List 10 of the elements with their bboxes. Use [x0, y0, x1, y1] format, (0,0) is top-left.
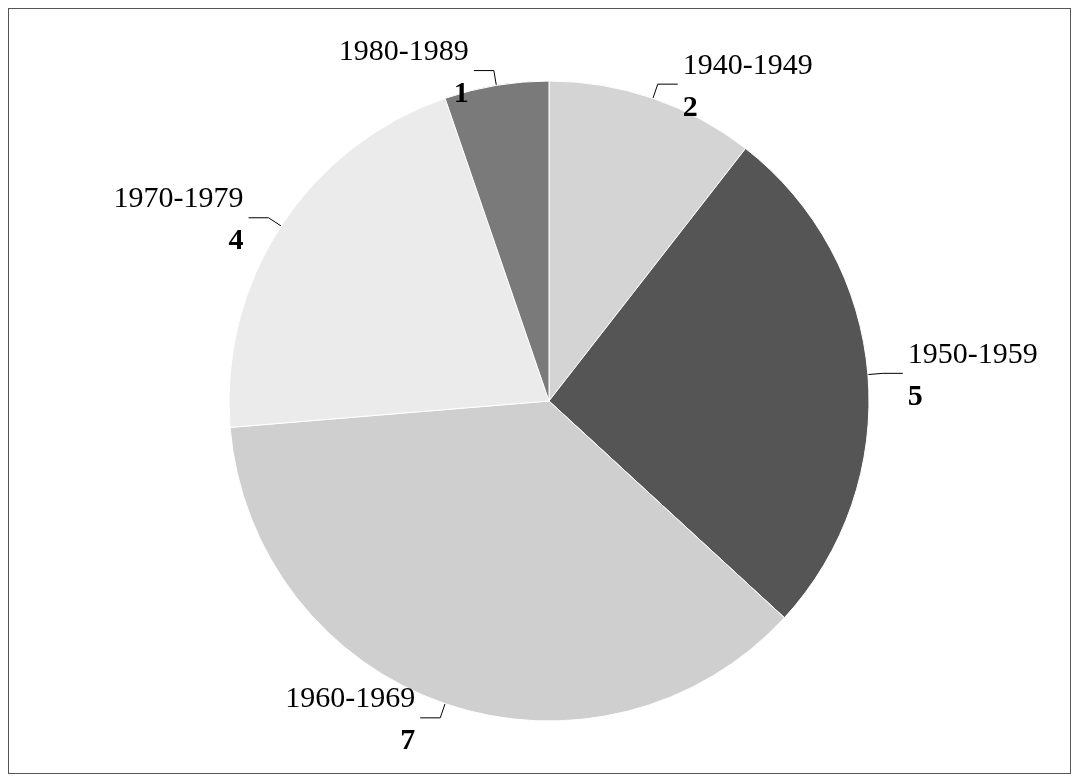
slice-label: 1940-1949: [682, 46, 813, 80]
slice-label: 1980-1989: [338, 33, 469, 67]
data-label: 1: [453, 75, 469, 109]
slice-label: 1950-1959: [907, 335, 1038, 369]
data-label: 4: [228, 222, 244, 256]
data-label: 7: [400, 722, 416, 756]
data-label: 5: [907, 377, 923, 411]
slice-label: 1960-1969: [285, 680, 416, 714]
slice-label: 1970-1979: [113, 180, 244, 214]
data-label: 2: [682, 88, 698, 122]
